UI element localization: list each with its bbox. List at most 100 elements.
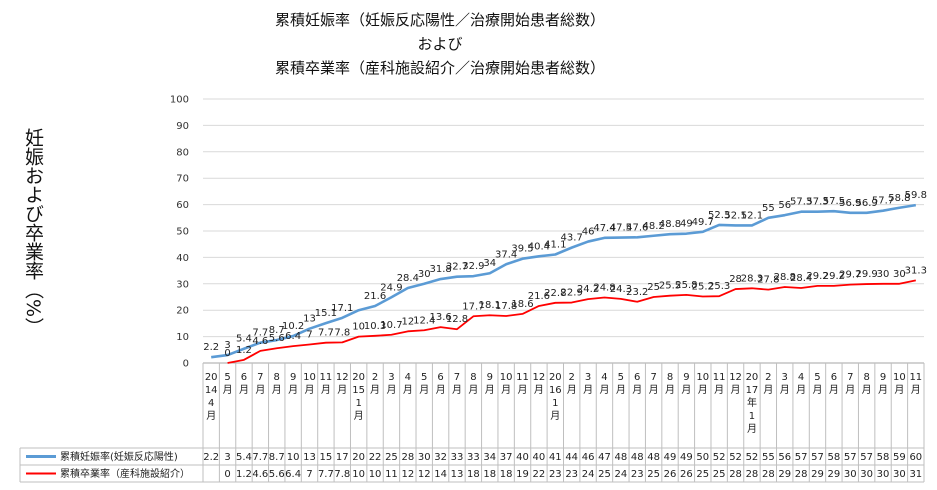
- table-value: 25: [713, 469, 726, 480]
- category-label: 12 月: [729, 372, 742, 396]
- data-label: 58.8: [888, 193, 910, 204]
- series-line-1: [211, 203, 917, 359]
- table-value: 23: [631, 469, 644, 480]
- data-label: 47.5: [610, 223, 632, 234]
- table-value: 33: [451, 452, 464, 463]
- table-value: 2.2: [203, 452, 219, 463]
- data-label: 15.1: [315, 308, 337, 319]
- data-label: 21.6: [528, 291, 550, 302]
- table-value: 52: [713, 452, 726, 463]
- data-label: 30: [877, 269, 890, 280]
- table-value: 24: [582, 469, 595, 480]
- data-label: 57.3: [790, 197, 812, 208]
- data-label: 8.7: [269, 325, 285, 336]
- data-label: 10.7: [380, 320, 402, 331]
- table-value: 57: [844, 452, 857, 463]
- data-label: 10.3: [364, 321, 386, 332]
- data-label: 18.1: [479, 300, 501, 311]
- table-value: 28: [746, 469, 759, 480]
- data-label: 28: [729, 274, 742, 285]
- category-label: 11 月: [516, 372, 529, 396]
- chart-title: 累積妊娠率（妊娠反応陽性／治療開始患者総数） および 累積卒業率（産科施設紹介／…: [220, 8, 660, 80]
- data-label: 28.4: [397, 273, 419, 284]
- table-value: 24: [614, 469, 627, 480]
- data-label: 25: [647, 282, 660, 293]
- category-label: 12 月: [336, 372, 349, 396]
- table-value: 30: [844, 469, 857, 480]
- table-value: 57: [860, 452, 873, 463]
- table-value: 44: [565, 452, 578, 463]
- table-value: 47: [598, 452, 611, 463]
- legend-entry: 累積卒業率（産科施設紹介）: [60, 467, 190, 480]
- y-tick-label: 0: [183, 359, 189, 370]
- data-label: 56: [778, 200, 791, 211]
- table-value: 31: [909, 469, 922, 480]
- data-label: 28.3: [741, 273, 763, 284]
- table-value: 29: [778, 469, 791, 480]
- table-value: 7.8: [334, 469, 350, 480]
- category-label: 20 16 1 月: [549, 372, 562, 422]
- table-value: 48: [647, 452, 660, 463]
- data-label: 37.4: [495, 249, 517, 260]
- data-label: 0: [224, 348, 230, 359]
- data-label: 49: [680, 219, 693, 230]
- data-label: 31.8: [429, 264, 451, 275]
- data-label: 12.8: [446, 314, 468, 325]
- chart-title-line-1: 累積妊娠率（妊娠反応陽性／治療開始患者総数）: [274, 11, 605, 29]
- category-label: 20 17 年 1 月: [746, 372, 759, 435]
- table-value: 7.7: [252, 452, 268, 463]
- legend-entry: 累積妊娠率(妊娠反応陽性): [60, 450, 178, 463]
- table-value: 29: [811, 469, 824, 480]
- y-tick-label: 20: [176, 306, 189, 317]
- data-label: 47.4: [593, 223, 615, 234]
- data-label: 24.8: [593, 283, 615, 294]
- table-value: 41: [549, 452, 562, 463]
- table-value: 17: [336, 452, 349, 463]
- data-label: 17.7: [462, 301, 484, 312]
- table-value: 30: [418, 452, 431, 463]
- data-label: 25.3: [708, 281, 730, 292]
- table-value: 8.7: [269, 452, 285, 463]
- data-label: 25.8: [675, 280, 697, 291]
- data-label: 32.9: [462, 261, 484, 272]
- table-value: 30: [877, 469, 890, 480]
- y-tick-label: 80: [176, 147, 189, 158]
- table-value: 13: [451, 469, 464, 480]
- data-label: 7.7: [318, 328, 334, 339]
- data-label: 55: [762, 203, 775, 214]
- data-label: 18.6: [511, 299, 533, 310]
- table-value: 37: [500, 452, 513, 463]
- data-label: 7: [306, 330, 312, 341]
- data-label: 12: [401, 316, 414, 327]
- table-value: 12: [418, 469, 431, 480]
- data-label: 17.1: [331, 303, 353, 314]
- category-label: 11 月: [713, 372, 726, 396]
- table-value: 57: [811, 452, 824, 463]
- data-label: 39.5: [511, 244, 533, 255]
- table-value: 23: [549, 469, 562, 480]
- data-label: 13: [303, 314, 316, 325]
- table-value: 30: [860, 469, 873, 480]
- chart-title-line-3: 累積卒業率（産科施設紹介／治療開始患者総数）: [274, 59, 605, 77]
- data-label: 57.7: [872, 196, 894, 207]
- data-label: 21.6: [364, 291, 386, 302]
- data-label: 24.9: [380, 282, 402, 293]
- data-label: 46: [582, 227, 595, 238]
- table-value: 25: [385, 452, 398, 463]
- y-tick-label: 100: [170, 95, 189, 106]
- table-value: 25: [647, 469, 660, 480]
